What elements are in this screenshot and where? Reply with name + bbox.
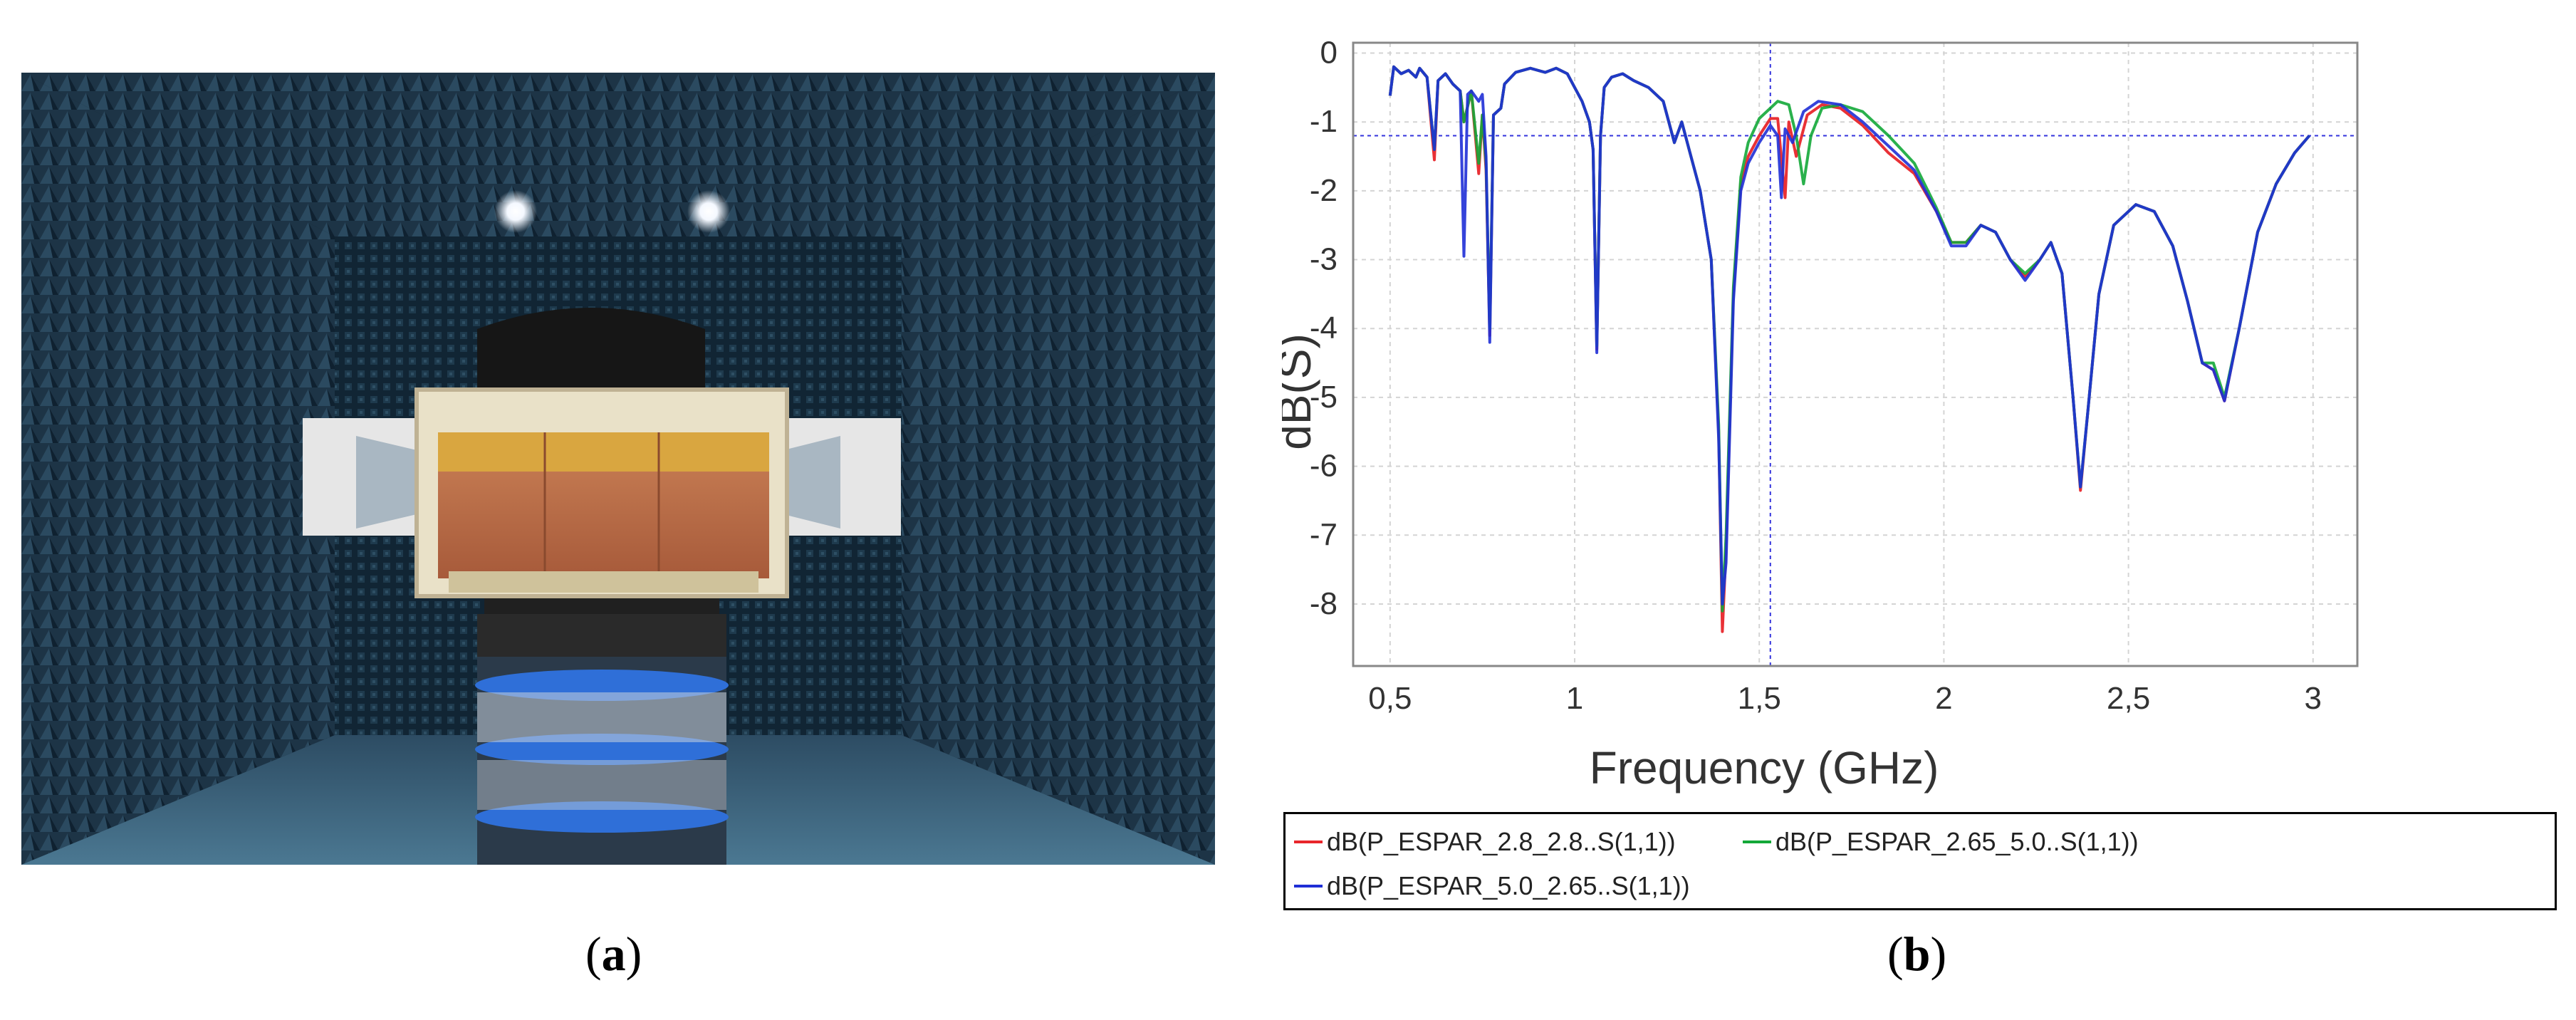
y-tick-label: -3 — [1310, 242, 1337, 277]
legend-swatch-red — [1294, 841, 1323, 843]
x-tick-label: 2 — [1935, 681, 1952, 716]
plot-frame — [1352, 41, 2359, 667]
y-tick-label: -2 — [1310, 173, 1337, 208]
y-tick-label: -7 — [1310, 517, 1337, 552]
x-tick-label: 0,5 — [1368, 681, 1412, 716]
y-tick-label: -8 — [1310, 586, 1337, 621]
y-tick-label: 0 — [1320, 36, 1337, 71]
caption-a: (a) — [585, 927, 642, 981]
legend-item-2.65-5.0: dB(P_ESPAR_2.65_5.0..S(1,1)) — [1743, 827, 2139, 857]
x-tick-label: 3 — [2305, 681, 2322, 716]
legend-label: dB(P_ESPAR_5.0_2.65..S(1,1)) — [1327, 871, 1690, 900]
s11-line-chart: 0 -1 -2 -3 -4 -5 -6 -7 -8 0,5 1 1,5 2 2,5 3 dB(S) Fre… — [1282, 21, 2557, 819]
anechoic-chamber-photo — [21, 73, 1215, 865]
y-axis-label: dB(S) — [1282, 333, 1320, 450]
x-axis-label: Frequency (GHz) — [1590, 742, 1939, 793]
y-tick-label: -5 — [1310, 380, 1337, 415]
x-tick-label: 1,5 — [1738, 681, 1781, 716]
caption-b: (b) — [1887, 927, 1947, 981]
marker-lines — [1353, 43, 2357, 666]
chart-legend: dB(P_ESPAR_2.8_2.8..S(1,1)) dB(P_ESPAR_2… — [1283, 812, 2557, 910]
y-tick-label: -4 — [1310, 311, 1337, 345]
x-tick-label: 2,5 — [2107, 681, 2150, 716]
x-tick-labels: 0,5 1 1,5 2 2,5 3 — [1368, 681, 2322, 716]
plot-area — [1282, 21, 2557, 819]
grid-lines — [1353, 43, 2357, 666]
y-tick-label: -1 — [1310, 104, 1337, 139]
legend-item-5.0-2.65: dB(P_ESPAR_5.0_2.65..S(1,1)) — [1294, 871, 1690, 901]
legend-swatch-green — [1743, 841, 1771, 843]
y-tick-label: -6 — [1310, 449, 1337, 484]
legend-label: dB(P_ESPAR_2.65_5.0..S(1,1)) — [1775, 827, 2139, 856]
legend-swatch-blue — [1294, 885, 1323, 888]
y-tick-labels: 0 -1 -2 -3 -4 -5 -6 -7 -8 — [1310, 36, 1337, 621]
legend-label: dB(P_ESPAR_2.8_2.8..S(1,1)) — [1327, 827, 1676, 856]
legend-item-2.8-2.8: dB(P_ESPAR_2.8_2.8..S(1,1)) — [1294, 827, 1676, 857]
series-lines — [1388, 65, 2311, 633]
series-line-3 — [1388, 65, 2311, 605]
x-tick-label: 1 — [1566, 681, 1583, 716]
